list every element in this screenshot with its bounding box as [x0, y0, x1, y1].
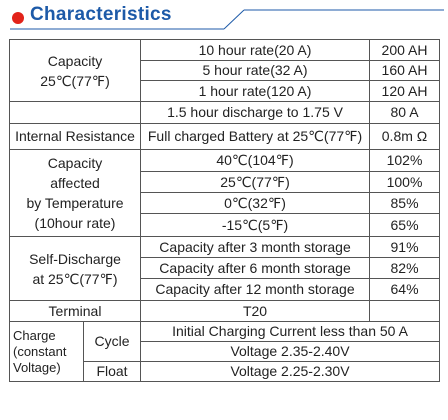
- section-title: Characteristics: [30, 4, 172, 25]
- cycle-voltage: Voltage 2.35-2.40V: [140, 341, 441, 362]
- self-discharge-condition: Capacity after 12 month storage: [140, 278, 371, 301]
- temperature-label-line: affected: [50, 175, 100, 191]
- capacity-label-line: 25℃(77℉): [40, 72, 110, 89]
- float-voltage: Voltage 2.25-2.30V: [140, 361, 441, 382]
- table-row: Capacity after 6 month storage 82%: [10, 257, 441, 279]
- temperature-value: 102%: [369, 149, 441, 172]
- cycle-label: Cycle: [82, 321, 142, 362]
- bullet-dot-icon: [12, 12, 24, 24]
- float-label: Float: [82, 361, 142, 382]
- characteristics-table: Capacity 25℃(77℉) 10 hour rate(20 A) 200…: [8, 39, 441, 382]
- capacity-label: Capacity 25℃(77℉): [8, 39, 142, 102]
- terminal-label: Terminal: [8, 300, 142, 322]
- charge-label-line: Charge: [13, 327, 56, 343]
- table-row: 25℃(77℉) 100%: [10, 171, 441, 193]
- temperature-value: 85%: [369, 192, 441, 214]
- capacity-rate: 1 hour rate(120 A): [140, 80, 371, 102]
- internal-resistance-condition: Full charged Battery at 25℃(77℉): [140, 123, 371, 150]
- table-row: Float Voltage 2.25-2.30V: [10, 361, 441, 382]
- temperature-label: Capacity affected by Temperature (10hour…: [8, 149, 142, 237]
- table-row: Internal Resistance Full charged Battery…: [8, 123, 441, 150]
- empty-cell: [369, 300, 441, 322]
- self-discharge-value: 91%: [369, 236, 441, 258]
- table-row: Terminal T20: [8, 300, 441, 322]
- capacity-value: 160 AH: [369, 60, 441, 81]
- capacity-value: 120 AH: [369, 80, 441, 102]
- temperature-condition: 25℃(77℉): [140, 171, 371, 193]
- self-discharge-value: 64%: [369, 278, 441, 301]
- table-row: Self-Discharge at 25℃(77℉) Capacity afte…: [8, 236, 441, 301]
- internal-resistance-label: Internal Resistance: [8, 123, 142, 150]
- table-row: 0℃(32℉) 85%: [10, 192, 441, 214]
- cycle-current: Initial Charging Current less than 50 A: [140, 321, 441, 342]
- table-row: Capacity 25℃(77℉) 10 hour rate(20 A) 200…: [8, 39, 441, 102]
- capacity-value: 200 AH: [369, 39, 441, 61]
- capacity-rate: 5 hour rate(32 A): [140, 60, 371, 81]
- table-row: Capacity affected by Temperature (10hour…: [8, 149, 441, 237]
- table-row: Charge (constant Voltage) Cycle Initial …: [9, 321, 441, 382]
- capacity-label-line: Capacity: [47, 52, 103, 69]
- temperature-condition: 0℃(32℉): [140, 192, 371, 214]
- temperature-label-line: Capacity: [47, 155, 103, 171]
- discharge-rate: 1.5 hour discharge to 1.75 V: [140, 101, 371, 124]
- charge-label: Charge (constant Voltage): [9, 321, 84, 382]
- internal-resistance-value: 0.8m Ω: [369, 123, 441, 150]
- temperature-condition: 40℃(104℉): [140, 149, 371, 172]
- self-discharge-value: 82%: [369, 257, 441, 279]
- charge-label-line: Voltage): [13, 359, 61, 375]
- table-row: 1.5 hour discharge to 1.75 V 80 A: [8, 101, 441, 124]
- empty-cell: [8, 101, 142, 124]
- self-discharge-condition: Capacity after 6 month storage: [140, 257, 371, 279]
- self-discharge-label: Self-Discharge at 25℃(77℉): [8, 236, 142, 301]
- temperature-label-line: by Temperature: [26, 195, 124, 211]
- self-discharge-condition: Capacity after 3 month storage: [140, 236, 371, 258]
- temperature-label-line: (10hour rate): [34, 215, 116, 231]
- terminal-value: T20: [140, 300, 371, 322]
- self-discharge-label-line: at 25℃(77℉): [32, 270, 118, 287]
- section-header: Characteristics: [0, 0, 448, 34]
- charge-label-line: (constant: [13, 343, 67, 359]
- header-rule: [10, 9, 444, 30]
- self-discharge-label-line: Self-Discharge: [29, 250, 121, 267]
- table-row: 5 hour rate(32 A) 160 AH: [10, 60, 441, 81]
- capacity-rate: 10 hour rate(20 A): [140, 39, 371, 61]
- temperature-condition: -15℃(5℉): [140, 213, 371, 237]
- discharge-value: 80 A: [369, 101, 441, 124]
- table-row: Capacity after 12 month storage 64%: [10, 278, 441, 301]
- temperature-value: 65%: [369, 213, 441, 237]
- temperature-value: 100%: [369, 171, 441, 193]
